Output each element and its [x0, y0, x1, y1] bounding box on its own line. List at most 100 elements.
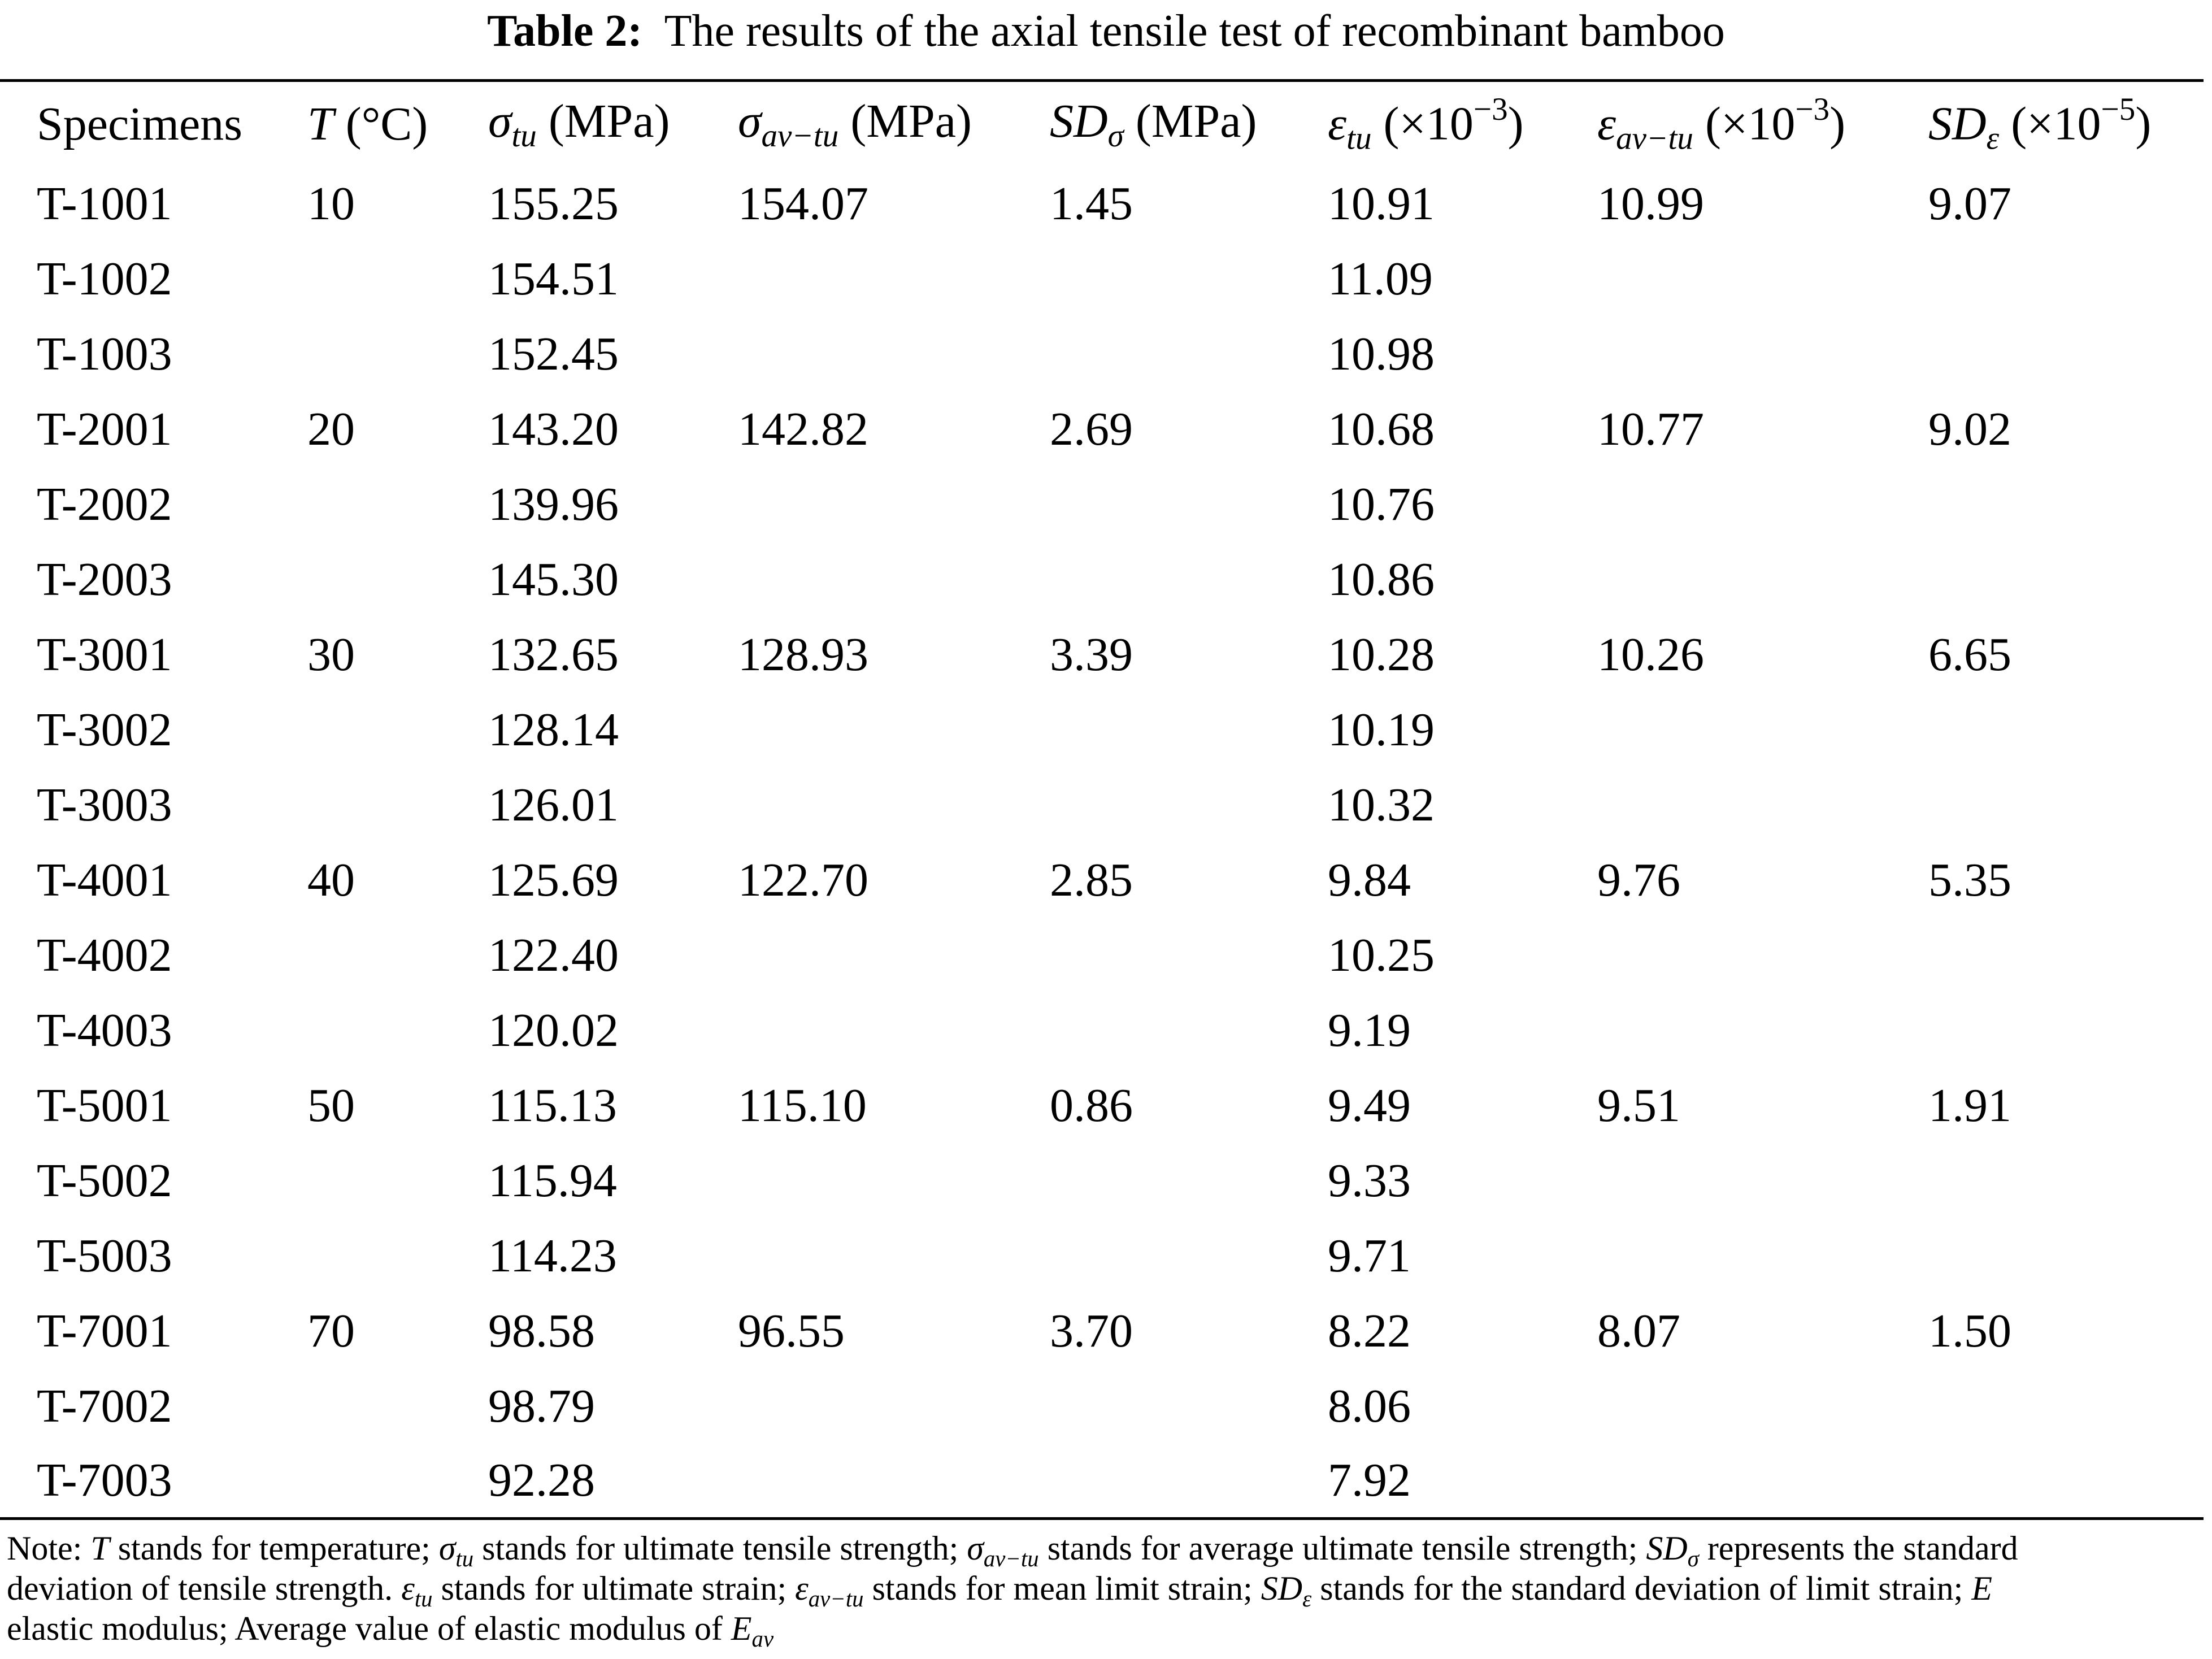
- table-cell: 154.07: [738, 177, 868, 230]
- table-cell: [1013, 1143, 1291, 1218]
- header-row: Specimens T (°C) σtu (MPa) σav−tu (MPa) SDσ …: [0, 81, 2204, 166]
- table-cell: 10.86: [1328, 553, 1435, 606]
- table-cell: [1892, 467, 2204, 542]
- table-cell: [1561, 1369, 1892, 1444]
- table-cell: [1561, 241, 1892, 316]
- table-cell: [1892, 767, 2204, 842]
- table-cell: [1013, 316, 1291, 392]
- table-cell: 1.50: [1928, 1304, 2011, 1357]
- table-cell: 98.58: [488, 1304, 595, 1357]
- table-cell: T-2003: [37, 553, 172, 606]
- table-row: T-1003 152.45 10.98: [0, 316, 2204, 392]
- table-cell: [271, 767, 451, 842]
- symbol: E: [731, 1610, 752, 1647]
- table-cell: 10: [307, 177, 355, 230]
- note-line: deviation of tensile strength. εtu stand…: [7, 1569, 2018, 1612]
- table-cell: 1.45: [1050, 177, 1133, 230]
- table-cell: 50: [307, 1079, 355, 1132]
- table-cell: T-7001: [37, 1304, 172, 1357]
- text: (°C): [333, 97, 428, 150]
- table-cell: 3.39: [1050, 628, 1133, 681]
- symbol: σ: [738, 94, 762, 147]
- table-cell: 9.76: [1597, 853, 1680, 906]
- header-cell: T (°C): [271, 81, 451, 166]
- table-cell: 142.82: [738, 402, 868, 455]
- text: stands for temperature;: [109, 1530, 439, 1567]
- table-row: T-5002 115.94 9.33: [0, 1143, 2204, 1218]
- table-cell: T-7002: [37, 1379, 172, 1432]
- table-cell: [1892, 1444, 2204, 1519]
- symbol: SD: [1261, 1570, 1303, 1607]
- table-row: T-7003 92.28 7.92: [0, 1444, 2204, 1519]
- table-cell: [701, 918, 1013, 993]
- table-cell: 9.51: [1597, 1079, 1680, 1132]
- table-cell: [701, 467, 1013, 542]
- table-cell: T-1003: [37, 327, 172, 380]
- table-row: T-2001 20 143.20 142.82 2.69 10.68 10.77 9.02: [0, 392, 2204, 467]
- table-cell: T-4002: [37, 928, 172, 981]
- table-cell: 10.68: [1328, 402, 1435, 455]
- table-row: T-3002 128.14 10.19: [0, 692, 2204, 767]
- table-cell: [1561, 542, 1892, 617]
- text: (×10: [1999, 97, 2101, 150]
- text: (×10: [1371, 97, 1474, 150]
- table-cell: 9.84: [1328, 853, 1411, 906]
- table-cell: 3.70: [1050, 1304, 1133, 1357]
- text: ): [1507, 97, 1524, 150]
- text: deviation of tensile strength.: [7, 1570, 402, 1607]
- table-cell: 2.69: [1050, 402, 1133, 455]
- subscript: av: [751, 1626, 774, 1652]
- subscript: tu: [511, 118, 537, 154]
- table-cell: T-2001: [37, 402, 172, 455]
- table-cell: 126.01: [488, 778, 619, 831]
- table-cell: [271, 918, 451, 993]
- table-cell: 145.30: [488, 553, 619, 606]
- table-cell: T-7003: [37, 1454, 172, 1507]
- table-cell: [1561, 993, 1892, 1068]
- table-cell: [1561, 1444, 1892, 1519]
- symbol: ε: [1597, 97, 1616, 150]
- note-line: elastic modulus; Average value of elasti…: [7, 1609, 2018, 1652]
- table-row: T-3001 30 132.65 128.93 3.39 10.28 10.26 6.65: [0, 617, 2204, 692]
- table-cell: 10.76: [1328, 477, 1435, 531]
- subscript: av−tu: [761, 118, 839, 154]
- table-cell: [701, 1369, 1013, 1444]
- table-body: T-1001 10 155.25 154.07 1.45 10.91 10.99 9.07 T-…: [0, 166, 2204, 1519]
- table-cell: [1892, 1218, 2204, 1293]
- table-cell: [1013, 767, 1291, 842]
- text: represents the standard: [1698, 1530, 2018, 1567]
- subscript: av−tu: [983, 1546, 1039, 1572]
- table-cell: [1013, 1369, 1291, 1444]
- table-cell: [1892, 542, 2204, 617]
- text: stands for the standard deviation of lim…: [1311, 1570, 1972, 1607]
- table-note: Note: T stands for temperature; σtu stan…: [7, 1528, 2018, 1652]
- table-cell: 10.28: [1328, 628, 1435, 681]
- text: (MPa): [536, 94, 670, 147]
- table-cell: 120.02: [488, 1004, 619, 1057]
- table-cell: [1892, 993, 2204, 1068]
- table-cell: 115.13: [488, 1079, 617, 1132]
- table-cell: 128.14: [488, 703, 619, 756]
- symbol: σ: [438, 1530, 456, 1567]
- table-cell: 6.65: [1928, 628, 2011, 681]
- text: stands for average ultimate tensile stre…: [1038, 1530, 1646, 1567]
- table-cell: 139.96: [488, 477, 619, 531]
- table-cell: 9.02: [1928, 402, 2011, 455]
- table-cell: T-1001: [37, 177, 172, 230]
- table-cell: [1892, 692, 2204, 767]
- subscript: av−tu: [1616, 120, 1693, 157]
- table-cell: 9.33: [1328, 1154, 1411, 1207]
- table-cell: 152.45: [488, 327, 619, 380]
- text: stands for ultimate tensile strength;: [473, 1530, 967, 1567]
- table-row: T-5001 50 115.13 115.10 0.86 9.49 9.51 1.91: [0, 1068, 2204, 1143]
- table-cell: T-3003: [37, 778, 172, 831]
- table-cell: T-3002: [37, 703, 172, 756]
- table-cell: T-4001: [37, 853, 172, 906]
- header-cell: εtu (×10−3): [1291, 81, 1561, 166]
- table-cell: 115.10: [738, 1079, 867, 1132]
- table-cell: [1013, 1444, 1291, 1519]
- table-row: T-4002 122.40 10.25: [0, 918, 2204, 993]
- results-table: Specimens T (°C) σtu (MPa) σav−tu (MPa) SDσ …: [0, 79, 2204, 1520]
- table-cell: T-5003: [37, 1229, 172, 1282]
